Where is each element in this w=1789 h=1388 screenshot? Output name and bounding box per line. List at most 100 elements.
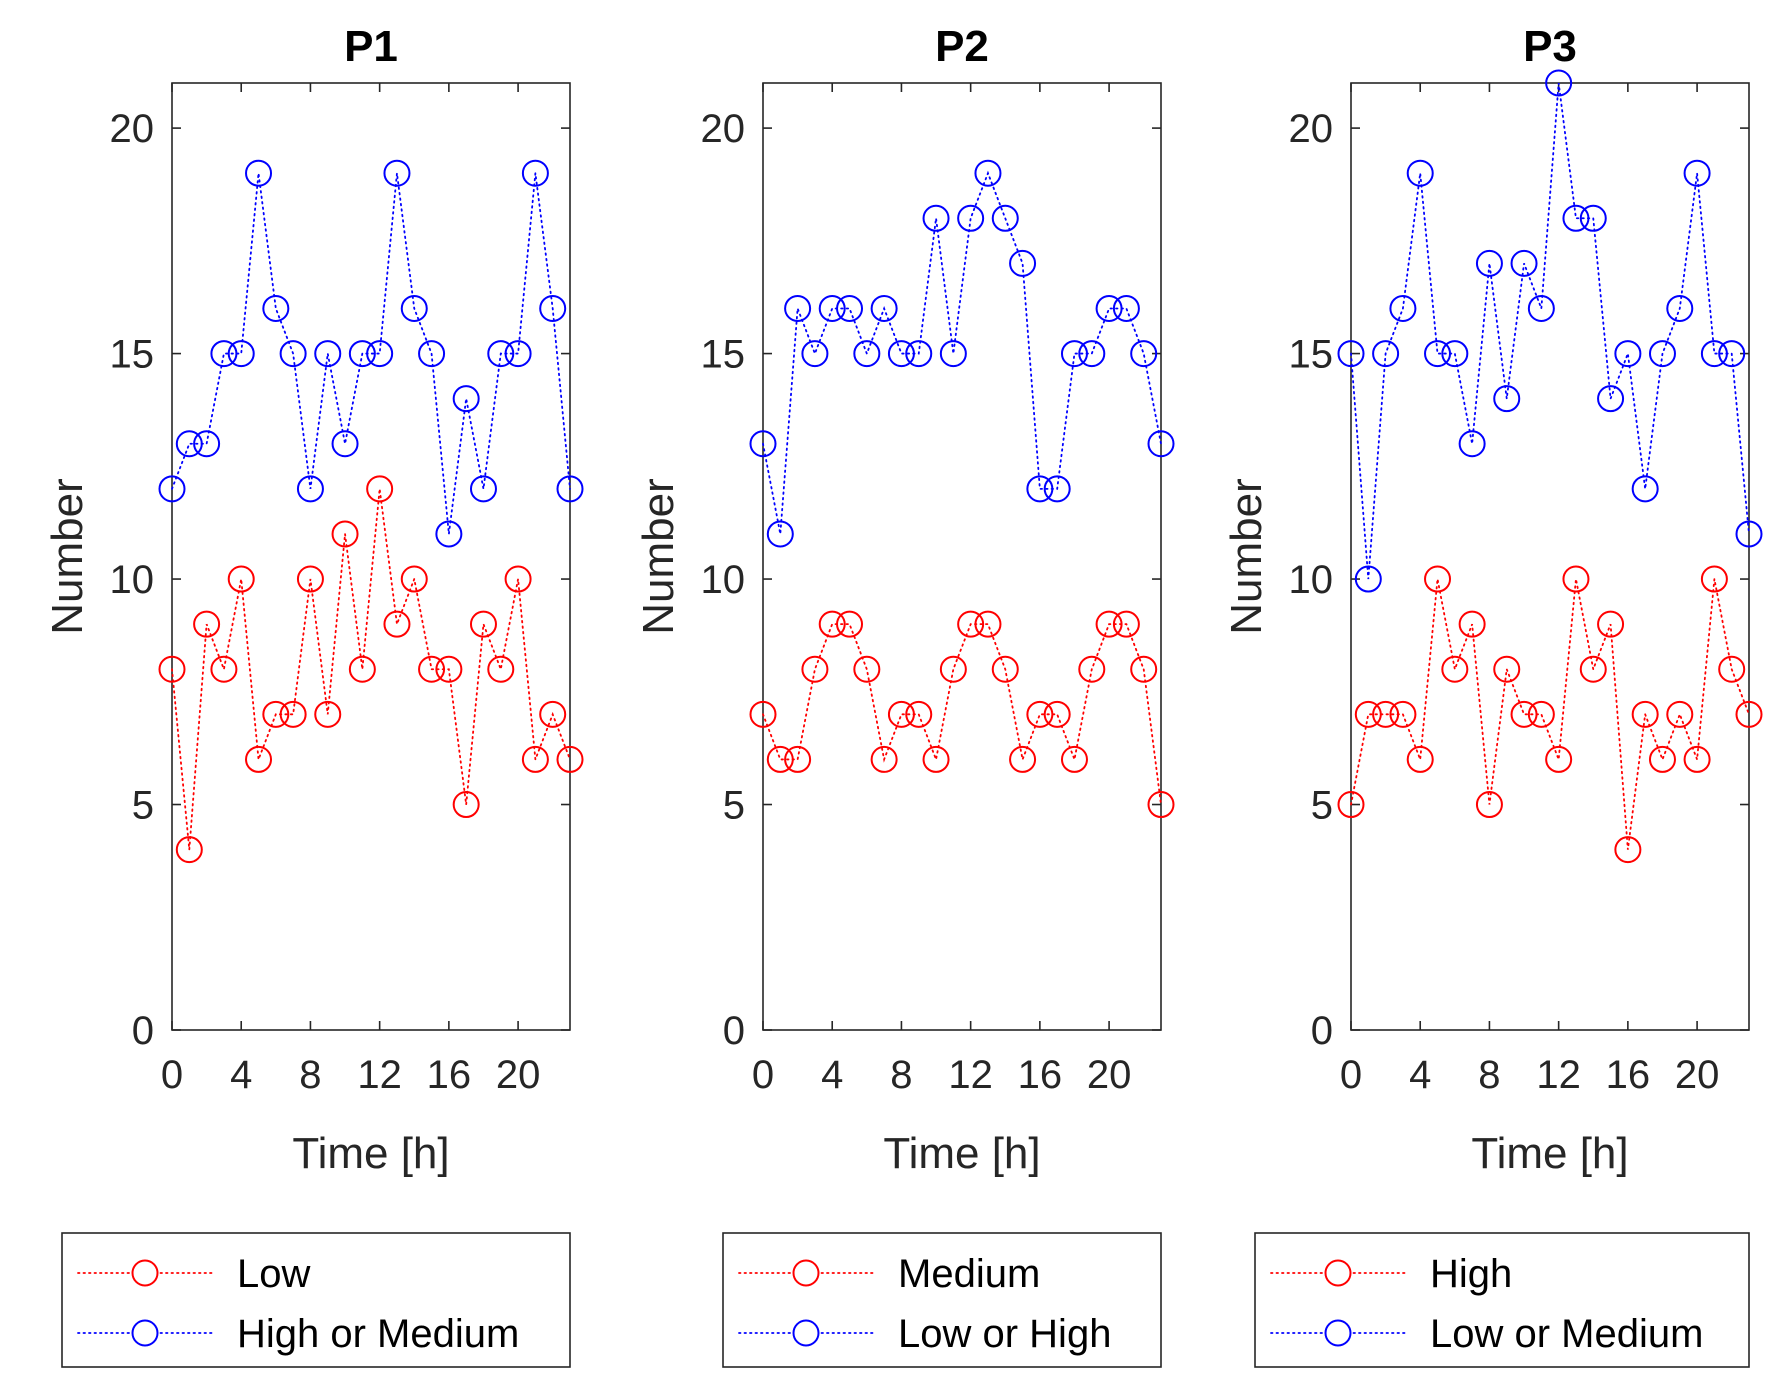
data-point [1493, 385, 1521, 413]
data-point [1700, 565, 1728, 593]
data-point [1683, 159, 1711, 187]
data-point [766, 520, 794, 548]
data-point [957, 204, 985, 232]
x-axis-label: Time [h] [1471, 1129, 1628, 1178]
data-point [836, 294, 864, 322]
data-point [418, 340, 446, 368]
data-point [245, 159, 273, 187]
data-point [331, 520, 359, 548]
data-point [452, 791, 480, 819]
legend-label: Low or Medium [1430, 1312, 1703, 1356]
data-point [1441, 340, 1469, 368]
y-tick-label: 15 [110, 333, 155, 377]
series-line [762, 623, 1162, 806]
data-point [1441, 655, 1469, 683]
legend-label: High or Medium [237, 1312, 519, 1356]
series-line [1350, 578, 1750, 850]
plot-area [171, 82, 571, 1031]
data-point [1026, 475, 1054, 503]
data-point [1354, 700, 1382, 728]
data-point [1666, 700, 1694, 728]
data-point [1147, 791, 1175, 819]
y-tick-label: 15 [1289, 333, 1334, 377]
data-point [521, 745, 549, 773]
data-point [348, 340, 376, 368]
data-point [262, 294, 290, 322]
data-point [1579, 655, 1607, 683]
legend: High Low or Medium [1254, 1232, 1750, 1368]
x-axis-label: Time [h] [883, 1129, 1040, 1178]
data-point [1666, 294, 1694, 322]
x-tick-label: 8 [890, 1053, 912, 1097]
legend: Medium Low or High [722, 1232, 1162, 1368]
data-point [1458, 430, 1486, 458]
data-point [1648, 340, 1676, 368]
data-point [1406, 159, 1434, 187]
data-point [1614, 340, 1642, 368]
x-tick-label: 4 [821, 1053, 843, 1097]
data-point [1337, 340, 1365, 368]
data-point [836, 610, 864, 638]
data-point [158, 475, 186, 503]
series-low-or-medium [1337, 69, 1763, 593]
data-point [1510, 249, 1538, 277]
chart-title: P2 [935, 22, 989, 71]
data-point [853, 655, 881, 683]
y-tick-label: 0 [723, 1009, 745, 1053]
y-axis-label: Number [43, 478, 92, 635]
data-point [1562, 204, 1590, 232]
data-point [314, 700, 342, 728]
data-point [1147, 430, 1175, 458]
data-point [435, 520, 463, 548]
data-point [1683, 745, 1711, 773]
y-tick-label: 0 [132, 1009, 154, 1053]
chart-title: P1 [344, 22, 398, 71]
data-point [383, 159, 411, 187]
data-point [1458, 610, 1486, 638]
x-tick-label: 12 [357, 1053, 402, 1097]
data-point [1112, 610, 1140, 638]
data-point [1597, 610, 1625, 638]
x-tick-label: 4 [1409, 1053, 1431, 1097]
legend-marker [792, 1259, 820, 1287]
x-tick-label: 16 [1606, 1053, 1651, 1097]
data-point [539, 294, 567, 322]
data-point [383, 610, 411, 638]
data-point [210, 655, 238, 683]
data-point [1078, 655, 1106, 683]
data-point [1337, 791, 1365, 819]
data-point [158, 655, 186, 683]
data-point [1043, 475, 1071, 503]
data-point [1718, 655, 1746, 683]
plot-area [1350, 82, 1750, 1031]
data-point [348, 655, 376, 683]
x-tick-label: 20 [1675, 1053, 1720, 1097]
y-axis-label: Number [634, 478, 683, 635]
x-axis-label: Time [h] [292, 1129, 449, 1178]
data-point [1112, 294, 1140, 322]
data-point [974, 610, 1002, 638]
data-point [193, 430, 221, 458]
data-point [279, 700, 307, 728]
data-point [1597, 385, 1625, 413]
data-point [922, 204, 950, 232]
data-point [556, 475, 584, 503]
legend-box [722, 1232, 1162, 1368]
data-point [939, 655, 967, 683]
y-tick-label: 15 [701, 333, 746, 377]
data-point [296, 565, 324, 593]
data-point [1043, 700, 1071, 728]
data-point [887, 340, 915, 368]
panel-p3: 0 4 8 12 16 20 0 5 10 15 20 P3 Time [h] Number High Low… [1222, 22, 1763, 1368]
data-point [469, 475, 497, 503]
data-point [1562, 565, 1590, 593]
data-point [1372, 700, 1400, 728]
data-point [957, 610, 985, 638]
data-point [193, 610, 221, 638]
data-point [749, 430, 777, 458]
data-point [314, 340, 342, 368]
data-point [1406, 745, 1434, 773]
data-point [853, 340, 881, 368]
data-point [939, 340, 967, 368]
